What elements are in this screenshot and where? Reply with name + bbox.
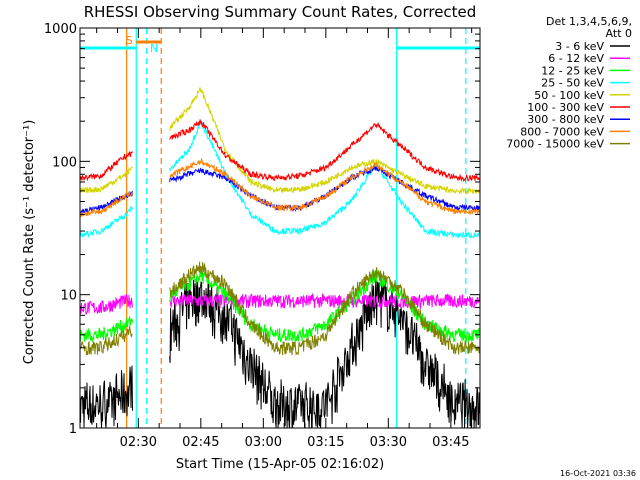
chart-title: RHESSI Observing Summary Count Rates, Co… — [84, 3, 477, 21]
series-line-2 — [80, 292, 480, 315]
y-tick-label: 1 — [69, 422, 77, 437]
series-line-9 — [80, 261, 480, 356]
y-tick-label: 10 — [60, 289, 77, 304]
x-tick-label: 03:30 — [370, 435, 407, 450]
plot-layer: SN — [80, 28, 480, 428]
axes-layer: 1 10 100 1000 02:30 02:45 03:00 03:15 03:30 03:45 — [44, 22, 481, 450]
legend-entry-label: 50 - 100 keV — [534, 89, 604, 102]
annotation-label-s: S — [126, 34, 133, 47]
x-axis-label: Start Time (15-Apr-05 02:16:02) — [176, 457, 384, 472]
legend-entry-label: 300 - 800 keV — [527, 113, 604, 126]
legend-entry-label: 7000 - 15000 keV — [506, 138, 604, 151]
legend-entry-label: 12 - 25 keV — [541, 64, 604, 77]
series-line-8 — [80, 157, 480, 218]
x-tick-label: 02:45 — [182, 435, 219, 450]
series-line-5 — [80, 87, 480, 195]
generated-timestamp: 16-Oct-2021 03:36 — [560, 469, 636, 478]
legend-entry-label: 3 - 6 keV — [555, 40, 604, 53]
legend-header-line-2: Att 0 — [606, 27, 632, 40]
x-tick-label: 02:30 — [120, 435, 157, 450]
y-tick-label: 100 — [52, 155, 77, 170]
plot-frame — [79, 27, 481, 429]
x-tick-label: 03:15 — [307, 435, 344, 450]
y-axis-label: Corrected Count Rate (s⁻¹ detector⁻¹) — [22, 120, 37, 365]
annotation-label-n: N — [150, 42, 158, 55]
x-tick-label: 03:45 — [432, 435, 469, 450]
series-line-6 — [80, 119, 480, 183]
legend-header-line-1: Det 1,3,4,5,6,9, — [546, 15, 632, 28]
legend-entry-label: 25 - 50 keV — [541, 77, 604, 90]
legend-entry-label: 100 - 300 keV — [527, 101, 604, 114]
series-line-1 — [80, 277, 480, 428]
legend-entry-label: 6 - 12 keV — [548, 52, 604, 65]
x-tick-label: 03:00 — [245, 435, 282, 450]
y-tick-label: 1000 — [44, 22, 77, 37]
series-line-4 — [80, 119, 480, 239]
legend-entry-label: 800 - 7000 keV — [520, 125, 604, 138]
